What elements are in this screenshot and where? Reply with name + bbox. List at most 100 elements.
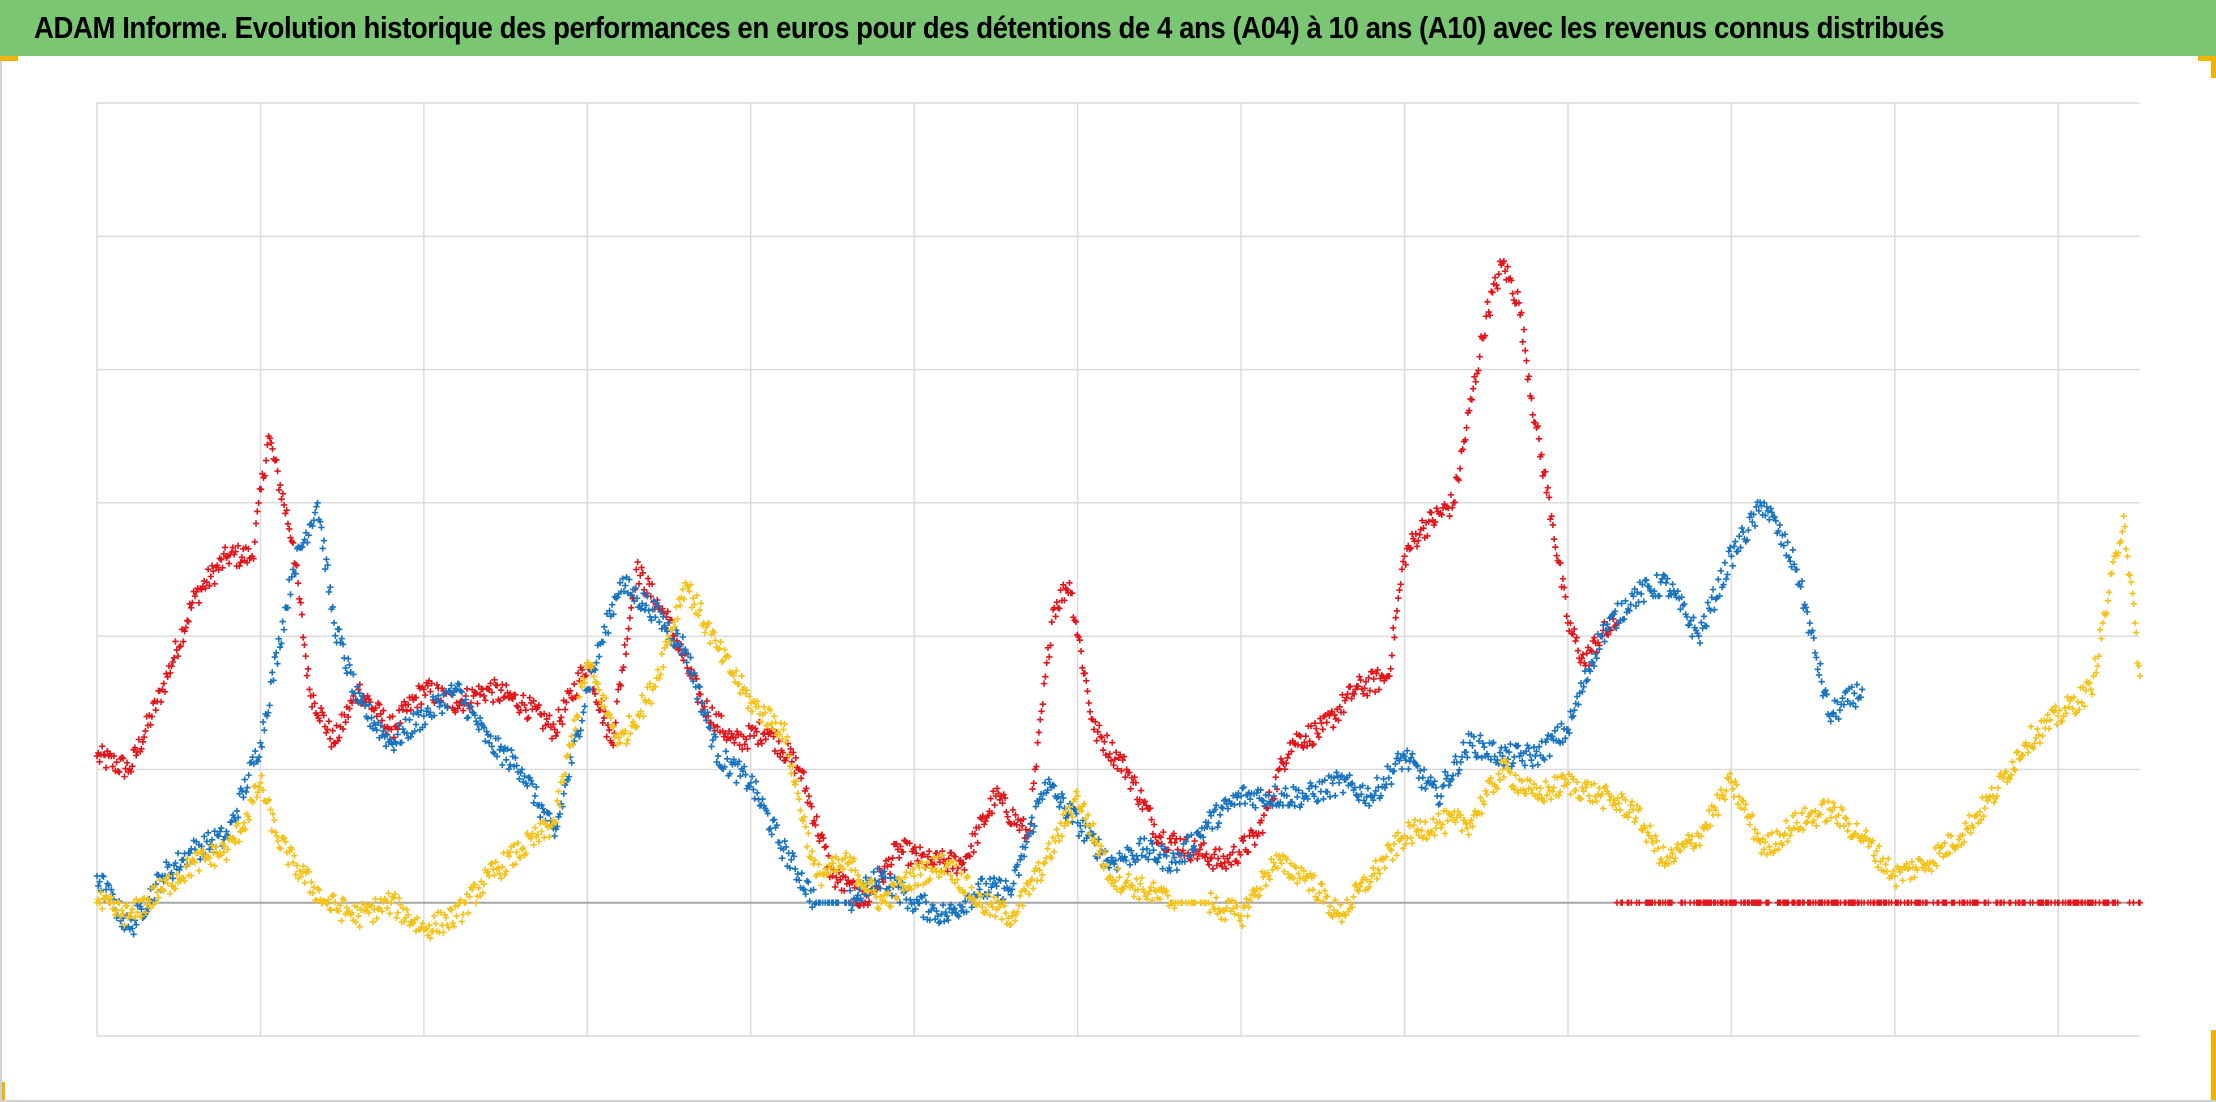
data-point <box>580 709 587 716</box>
data-point <box>1385 774 1393 782</box>
data-point <box>1798 809 1806 817</box>
data-point <box>2082 687 2089 694</box>
data-point <box>180 638 187 645</box>
data-point <box>198 843 205 850</box>
data-point <box>1143 845 1151 853</box>
data-point <box>990 874 998 882</box>
data-point <box>359 692 366 700</box>
data-point <box>1459 446 1466 453</box>
data-point <box>1096 722 1103 729</box>
data-point <box>1865 843 1872 850</box>
data-point <box>693 592 701 599</box>
data-point <box>1528 786 1535 793</box>
data-point <box>289 539 297 547</box>
data-point <box>1547 795 1555 803</box>
data-point <box>512 691 519 699</box>
data-point <box>1237 912 1245 920</box>
data-point <box>1465 831 1472 838</box>
data-point <box>637 708 645 715</box>
data-point <box>512 860 519 868</box>
data-point <box>2106 588 2113 596</box>
data-point <box>1113 749 1120 756</box>
data-point <box>1564 779 1572 786</box>
data-point <box>323 556 330 563</box>
data-point <box>506 848 514 856</box>
data-point <box>253 794 260 801</box>
data-point <box>1993 793 2001 800</box>
data-point <box>976 886 983 893</box>
data-point <box>245 816 253 824</box>
data-point <box>1143 895 1151 903</box>
data-point <box>1357 676 1364 684</box>
data-point <box>581 679 588 686</box>
data-point <box>559 720 566 728</box>
data-point <box>343 904 350 911</box>
data-point <box>1530 780 1538 788</box>
data-point <box>2086 679 2093 686</box>
data-point <box>680 657 687 664</box>
data-point <box>743 687 751 694</box>
data-point <box>771 712 778 720</box>
data-point <box>788 770 795 777</box>
data-point <box>1432 518 1439 526</box>
data-point <box>423 708 430 715</box>
data-point <box>480 880 488 888</box>
data-point <box>2047 716 2054 724</box>
data-point <box>1337 901 1344 909</box>
data-point <box>1312 783 1319 790</box>
data-point <box>1602 783 1610 790</box>
data-point <box>461 699 468 706</box>
data-point <box>352 918 360 926</box>
data-point <box>1558 773 1565 780</box>
data-point <box>211 580 218 588</box>
data-point <box>914 882 922 889</box>
data-point <box>687 654 694 661</box>
data-point <box>1753 503 1760 511</box>
data-point <box>550 721 557 728</box>
data-point <box>930 855 938 862</box>
data-point <box>1062 585 1069 592</box>
data-point <box>2004 778 2011 786</box>
data-point <box>482 737 489 745</box>
data-point <box>1347 900 1355 908</box>
data-point <box>157 698 165 706</box>
data-point <box>1412 530 1420 537</box>
data-point <box>324 726 331 733</box>
data-point <box>1150 879 1157 886</box>
data-point <box>742 736 750 743</box>
data-point <box>825 852 832 859</box>
data-point <box>916 844 924 851</box>
data-point <box>2025 749 2032 756</box>
data-point <box>268 827 275 834</box>
data-point <box>555 706 562 713</box>
data-point <box>1473 370 1481 377</box>
data-point <box>453 686 460 693</box>
data-point <box>500 747 507 755</box>
data-point <box>1467 395 1474 403</box>
data-point <box>523 715 531 723</box>
data-point <box>1047 642 1054 649</box>
data-point <box>707 639 714 647</box>
data-point <box>1247 897 1254 904</box>
data-point <box>407 706 415 714</box>
data-point <box>1078 807 1085 815</box>
data-point <box>1870 852 1878 859</box>
data-point <box>180 856 187 863</box>
data-point <box>1126 769 1133 776</box>
data-point <box>1452 818 1459 826</box>
data-point <box>1456 465 1464 472</box>
data-point <box>1267 855 1275 863</box>
data-point <box>2039 732 2046 740</box>
data-point <box>116 768 123 776</box>
data-point <box>1224 805 1232 812</box>
data-point <box>803 877 811 885</box>
data-point <box>1618 790 1625 798</box>
data-point <box>436 703 443 710</box>
data-point <box>1127 785 1134 793</box>
data-point <box>782 757 789 764</box>
data-point <box>1815 671 1823 679</box>
data-point <box>1309 742 1316 749</box>
data-point <box>1270 859 1277 866</box>
data-point <box>639 600 646 607</box>
data-point <box>1299 744 1307 751</box>
